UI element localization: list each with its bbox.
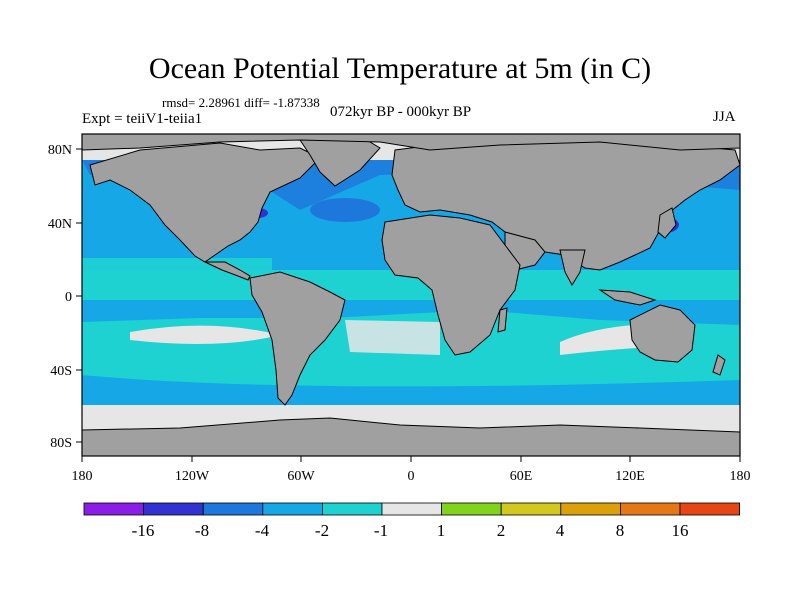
indonesia xyxy=(598,289,657,306)
colorbar-label: 8 xyxy=(616,521,625,540)
colorbar-swatch xyxy=(143,502,204,516)
season-label: JJA xyxy=(713,109,736,125)
period-label: 072kyr BP - 000kyr BP xyxy=(330,104,472,120)
colorbar-swatch xyxy=(202,502,264,516)
india xyxy=(559,249,586,287)
south-pacific-neutral-patch xyxy=(130,325,280,344)
colorbar-label: -2 xyxy=(315,521,329,540)
lat-tick-label: 80S xyxy=(50,436,72,451)
rmsd-diff-label: rmsd= 2.28961 diff= -1.87338 xyxy=(162,95,320,110)
colorbar-swatch xyxy=(321,502,383,516)
north-america xyxy=(89,142,321,263)
south-atlantic-neutral-patch xyxy=(345,320,440,355)
lat-tick-label: 80N xyxy=(48,143,72,158)
colorbar-label: -1 xyxy=(374,521,388,540)
colorbar-swatch xyxy=(560,502,621,516)
map-ticks xyxy=(76,148,741,462)
lat-tick-label: 0 xyxy=(65,290,72,305)
lon-tick-label: 0 xyxy=(408,469,415,484)
lon-tick-label: 60W xyxy=(287,469,315,484)
antarctica xyxy=(82,417,740,456)
lon-tick-label: 120W xyxy=(175,469,210,484)
colorbar-swatch xyxy=(83,502,144,516)
colorbar-label: -4 xyxy=(255,521,270,540)
map-field xyxy=(82,134,740,456)
japan xyxy=(657,207,677,239)
arctic-land xyxy=(82,134,740,151)
central-america xyxy=(204,261,251,281)
lon-tick-label: 180 xyxy=(72,469,93,484)
lat-tick-label: 40N xyxy=(48,217,72,232)
land xyxy=(82,134,740,456)
page-title: Ocean Potential Temperature at 5m (in C) xyxy=(148,52,652,85)
south-midlat-band xyxy=(82,375,740,405)
madagascar xyxy=(497,307,508,333)
lon-tick-label: 60E xyxy=(510,469,533,484)
africa xyxy=(381,214,521,356)
lat-tick-label: 40S xyxy=(50,364,72,379)
colorbar xyxy=(83,502,740,516)
colorbar-swatch xyxy=(620,502,681,516)
lon-tick-label: 120E xyxy=(615,469,645,484)
colorbar-swatch xyxy=(441,502,502,516)
new-zealand xyxy=(712,354,726,376)
colorbar-label: 16 xyxy=(672,521,689,540)
south-america xyxy=(249,271,346,406)
colorbar-swatch xyxy=(262,502,323,516)
tropical-south-band xyxy=(82,300,740,325)
colorbar-label: -16 xyxy=(132,521,155,540)
north-atlantic-cold-patch xyxy=(310,198,380,222)
colorbar-label: 4 xyxy=(556,521,565,540)
colorbar-label: -8 xyxy=(195,521,209,540)
australia xyxy=(629,304,696,363)
experiment-label: Expt = teiiV1-teiia1 xyxy=(82,111,203,127)
colorbar-swatch xyxy=(679,502,740,516)
colorbar-label: 1 xyxy=(437,521,446,540)
lon-tick-label: 180 xyxy=(730,469,751,484)
colorbar-swatch xyxy=(500,502,562,516)
colorbar-label: 2 xyxy=(497,521,506,540)
colorbar-swatch xyxy=(381,502,442,516)
